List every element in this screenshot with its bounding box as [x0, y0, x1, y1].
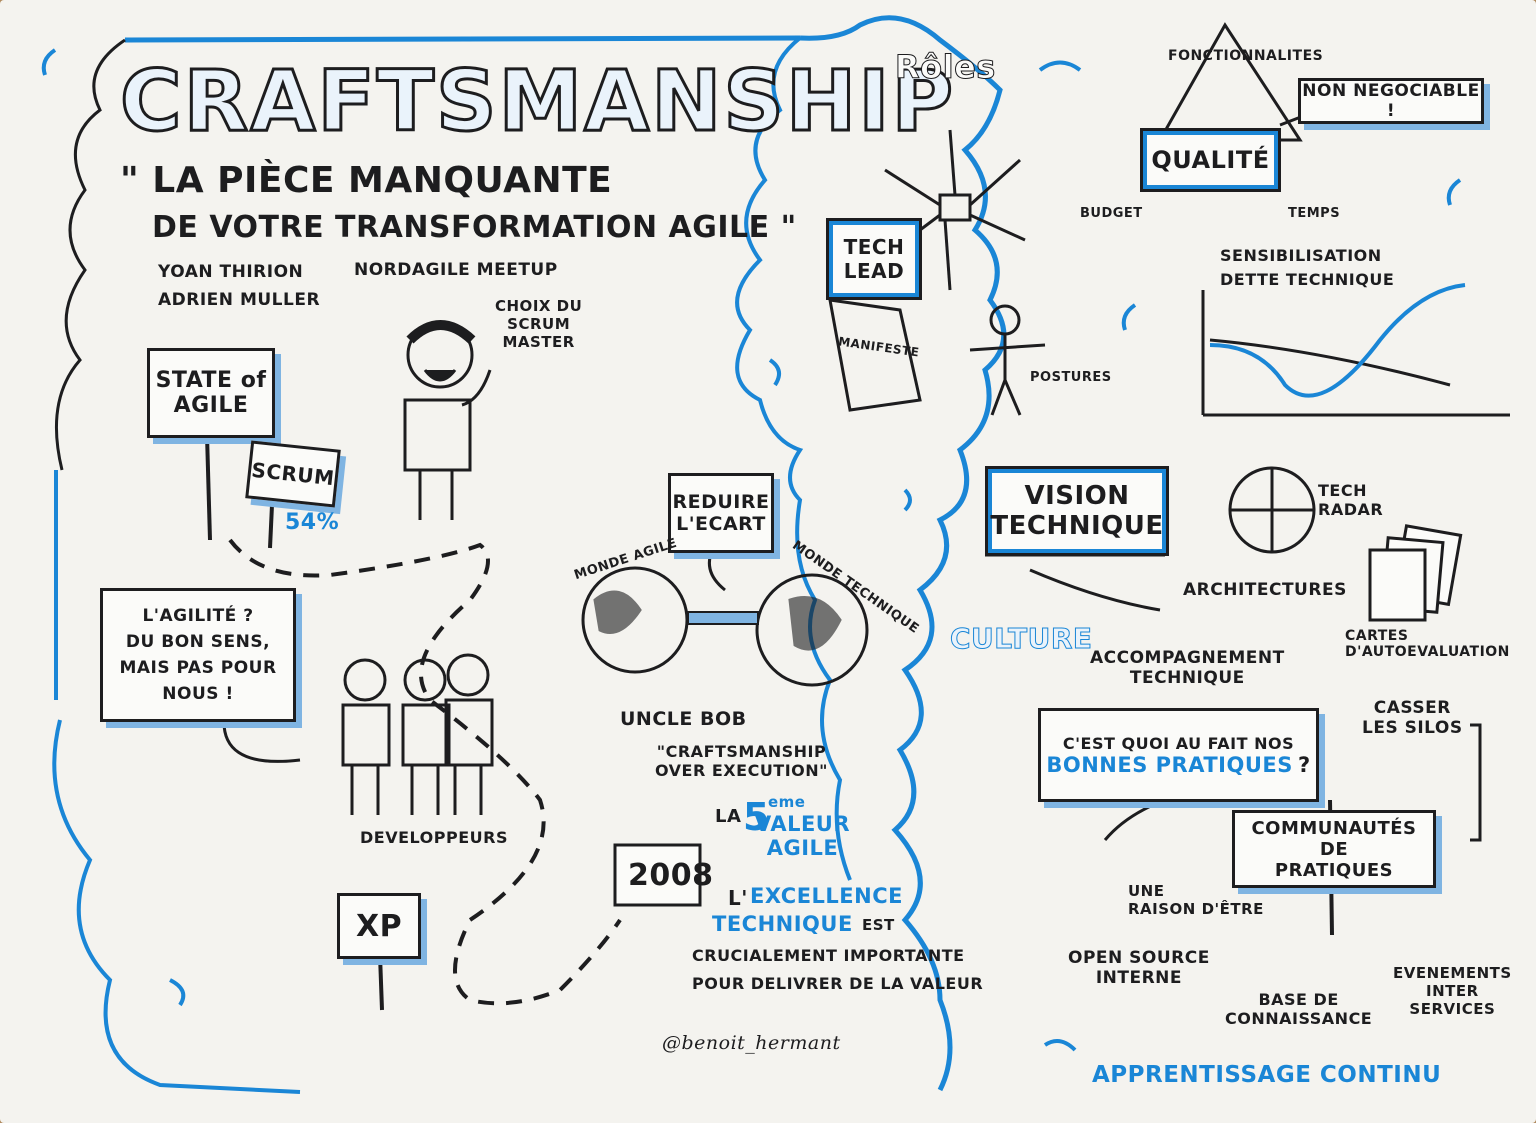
- architectures-label: ARCHITECTURES: [1183, 580, 1347, 600]
- excellence-label: EXCELLENCE: [750, 884, 903, 908]
- accompagnement-label: ACCOMPAGNEMENT TECHNIQUE: [1090, 648, 1285, 688]
- tech-radar-label: TECH RADAR: [1318, 481, 1384, 519]
- evenements-label: EVENEMENTS INTER SERVICES: [1393, 964, 1512, 1018]
- question-mark: ?: [1297, 752, 1311, 777]
- raison-etre-label: UNE RAISON D'ÊTRE: [1128, 882, 1264, 918]
- subtitle-line-2: DE VOTRE TRANSFORMATION AGILE ": [152, 210, 797, 245]
- non-negociable-bubble: NON NEGOCIABLE !: [1298, 78, 1484, 124]
- eme-label: eme: [768, 793, 806, 811]
- agility-bubble-text: L'AGILITÉ ? DU BON SENS, MAIS PAS POUR N…: [119, 606, 277, 704]
- communautes-sign: COMMUNAUTÉS DE PRATIQUES: [1232, 810, 1436, 888]
- vision-technique-label: VISION TECHNIQUE: [990, 481, 1164, 541]
- bonnes-pratiques-label: BONNES PRATIQUES: [1046, 752, 1293, 777]
- event-label: NORDAGILE MEETUP: [354, 260, 558, 280]
- base-connaissance-label: BASE DE CONNAISSANCE: [1225, 990, 1373, 1028]
- bonnes-pratiques-bubble: C'EST QUOI AU FAIT NOS BONNES PRATIQUES …: [1038, 708, 1319, 802]
- subtitle-line-1: " LA PIÈCE MANQUANTE: [120, 160, 613, 201]
- speaker-2: ADRIEN MULLER: [158, 290, 321, 310]
- postures-label: POSTURES: [1030, 370, 1112, 385]
- culture-label: CULTURE: [950, 622, 1093, 656]
- sensibilisation-label: SENSIBILISATION DETTE TECHNIQUE: [1220, 246, 1395, 289]
- casser-silos-label: CASSER LES SILOS: [1362, 698, 1463, 738]
- budget-label: BUDGET: [1080, 206, 1143, 221]
- scrum-percent: 54%: [285, 510, 340, 535]
- uncle-bob-label: UNCLE BOB: [620, 708, 747, 730]
- open-source-label: OPEN SOURCE INTERNE: [1068, 948, 1210, 988]
- developpeurs-label: DEVELOPPEURS: [360, 828, 508, 847]
- vision-technique-box: VISION TECHNIQUE: [985, 466, 1169, 556]
- xp-label: XP: [355, 908, 403, 944]
- state-of-agile-sign: STATE of AGILE: [147, 348, 275, 438]
- fonctionnalites-label: FONCTIONNALITES: [1168, 48, 1324, 64]
- excellence-prefix: L': [728, 886, 748, 910]
- page-title: CRAFTSMANSHIP: [118, 51, 956, 152]
- la-label: LA: [715, 806, 742, 827]
- non-negociable-label: NON NEGOCIABLE !: [1302, 81, 1480, 121]
- state-of-agile-label: STATE of AGILE: [155, 368, 267, 418]
- excellence-sentence: CRUCIALEMENT IMPORTANTE POUR DELIVRER DE…: [692, 946, 984, 993]
- xp-sign: XP: [337, 893, 421, 959]
- scrum-label: SCRUM: [250, 457, 336, 491]
- question-prefix: C'EST QUOI AU FAIT NOS: [1062, 733, 1295, 753]
- tech-lead-label: TECH LEAD: [843, 235, 905, 283]
- technique-label: TECHNIQUE: [712, 912, 853, 936]
- reduire-ecart-label: REDUIRE L'ECART: [672, 491, 770, 535]
- tech-lead-sign: TECH LEAD: [826, 218, 922, 300]
- est-label: EST: [862, 916, 895, 934]
- temps-label: TEMPS: [1288, 206, 1341, 221]
- agility-bubble: L'AGILITÉ ? DU BON SENS, MAIS PAS POUR N…: [100, 588, 296, 722]
- year-label: 2008: [628, 858, 714, 893]
- scrum-sign: SCRUM: [245, 440, 341, 508]
- five-label: 5: [743, 795, 770, 839]
- roles-label: Rôles: [895, 48, 996, 87]
- apprentissage-label: APPRENTISSAGE CONTINU: [1092, 1062, 1442, 1088]
- uncle-bob-quote: "CRAFTSMANSHIP OVER EXECUTION": [655, 742, 828, 780]
- valeur-agile-label: VALEUR AGILE: [755, 812, 851, 860]
- signature: @benoit_hermant: [662, 1032, 841, 1054]
- reduire-ecart-sign: REDUIRE L'ECART: [668, 473, 774, 553]
- cartes-label: CARTES D'AUTOEVALUATION: [1345, 628, 1510, 660]
- scrum-master-note: CHOIX DU SCRUM MASTER: [495, 297, 583, 351]
- communautes-label: COMMUNAUTÉS DE PRATIQUES: [1251, 817, 1417, 881]
- qualite-label: QUALITÉ: [1151, 146, 1270, 174]
- qualite-box: QUALITÉ: [1140, 128, 1281, 192]
- speaker-1: YOAN THIRION: [158, 262, 304, 282]
